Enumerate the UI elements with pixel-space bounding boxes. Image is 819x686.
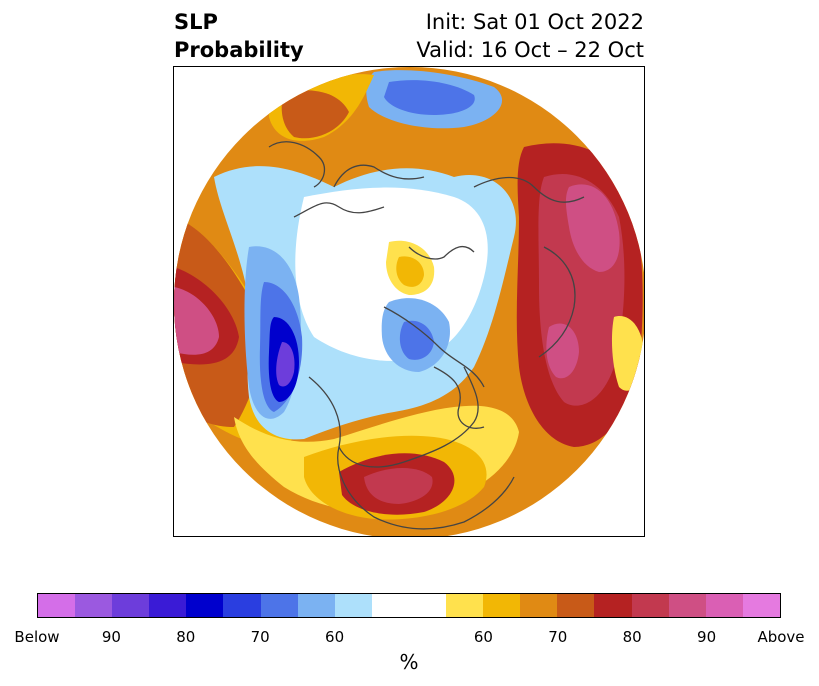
- colorbar-swatch: [408, 594, 447, 617]
- title-line-1: SLP: [174, 10, 218, 34]
- colorbar-swatch: [705, 594, 743, 617]
- valid-range: Valid: 16 Oct – 22 Oct: [416, 38, 644, 62]
- colorbar-swatch: [371, 594, 409, 617]
- polar-map: [173, 66, 645, 537]
- colorbar-swatch: [557, 594, 595, 617]
- field-below-max-pacific: [276, 342, 295, 387]
- colorbar-swatch: [446, 594, 484, 617]
- field-below-80-siberia: [384, 80, 475, 115]
- field-above-max-ne: [565, 184, 620, 272]
- valid-dates: Init: Sat 01 Oct 2022 Valid: 16 Oct – 22…: [416, 8, 644, 64]
- colorbar-tick-label: 60: [325, 628, 345, 646]
- field-above-90-namerica: [364, 468, 433, 504]
- chart-title: SLP Probability: [174, 8, 304, 64]
- field-below-80-canada: [399, 320, 434, 360]
- field-above-max-west: [174, 287, 219, 355]
- colorbar-swatch: [75, 594, 113, 617]
- init-date: Init: Sat 01 Oct 2022: [425, 10, 644, 34]
- colorbar-tick-label: 60: [473, 628, 493, 646]
- colorbar-tick-label: 80: [622, 628, 642, 646]
- colorbar-swatch: [260, 594, 298, 617]
- field-above-max-atlantic: [546, 323, 579, 379]
- colorbar-unit: %: [399, 650, 419, 674]
- colorbar-tick-label: 70: [250, 628, 270, 646]
- probability-map-svg: [174, 67, 644, 536]
- coastlines: [268, 141, 585, 530]
- colorbar-swatch: [594, 594, 632, 617]
- colorbar-tick-label: 90: [101, 628, 121, 646]
- field-above-70-arctic: [396, 256, 424, 287]
- colorbar: [37, 593, 781, 618]
- colorbar-swatch: [297, 594, 335, 617]
- colorbar-swatch: [483, 594, 521, 617]
- colorbar-swatch: [631, 594, 669, 617]
- colorbar-swatch: [520, 594, 558, 617]
- colorbar-tick-label: Above: [757, 628, 805, 646]
- colorbar-swatch: [112, 594, 150, 617]
- colorbar-swatch: [668, 594, 706, 617]
- colorbar-swatch: [223, 594, 261, 617]
- colorbar-swatch: [742, 594, 780, 617]
- colorbar-tick-label: Below: [14, 628, 60, 646]
- title-line-2: Probability: [174, 38, 304, 62]
- colorbar-swatch: [38, 594, 76, 617]
- colorbar-swatch: [186, 594, 224, 617]
- field-above-80-asia: [281, 90, 349, 139]
- colorbar-swatch: [149, 594, 187, 617]
- colorbar-tick-label: 90: [697, 628, 717, 646]
- colorbar-swatch: [334, 594, 372, 617]
- colorbar-tick-label: 70: [548, 628, 568, 646]
- colorbar-tick-label: 80: [176, 628, 196, 646]
